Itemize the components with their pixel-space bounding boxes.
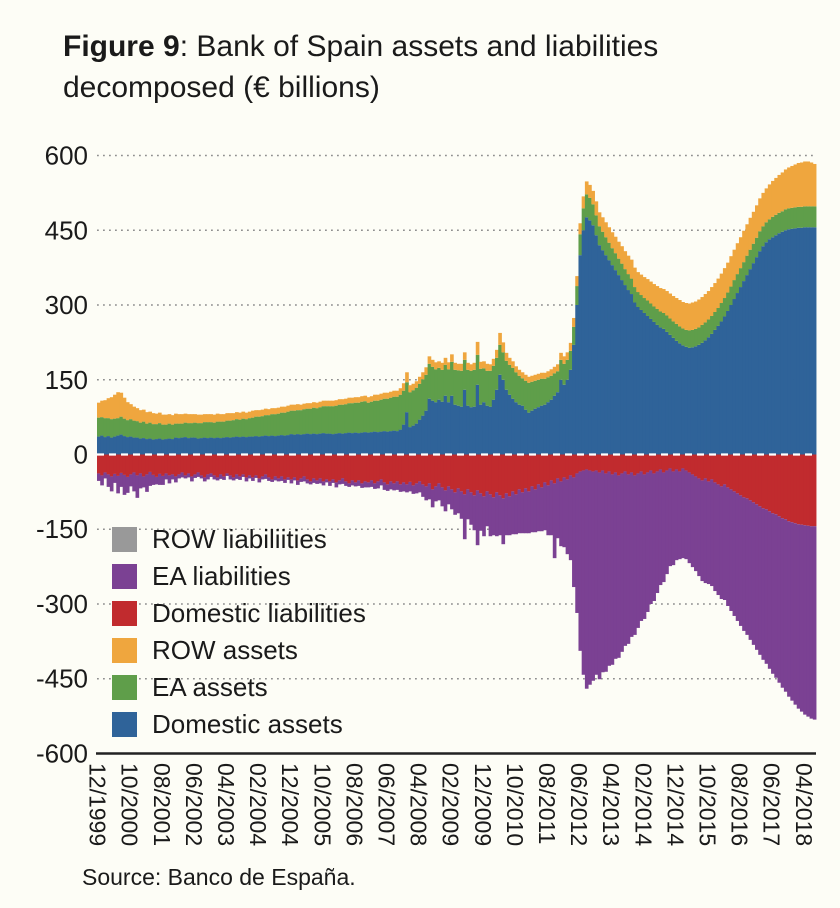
ea-liabilities-swatch-icon — [112, 564, 137, 589]
x-tick-label: 10/2015 — [695, 763, 721, 846]
y-tick-label: 600 — [45, 141, 88, 171]
x-tick-label: 06/2002 — [181, 763, 207, 846]
y-tick-label: -600 — [36, 738, 88, 768]
y-tick-label: -150 — [36, 514, 88, 544]
x-tick-label: 12/2004 — [277, 763, 303, 846]
x-tick-label: 10/2010 — [502, 763, 528, 846]
figure-title: Figure 9: Bank of Spain assets and liabi… — [63, 26, 783, 108]
y-tick-label: 450 — [45, 215, 88, 245]
legend-item-ea-assets: EA assets — [112, 672, 366, 702]
x-tick-label: 02/2009 — [438, 763, 464, 846]
legend-item-row-assets: ROW assets — [112, 635, 366, 665]
x-tick-label: 08/2006 — [341, 763, 367, 846]
legend-label: EA liabilities — [152, 561, 291, 591]
x-tick-label: 12/2009 — [470, 763, 496, 846]
legend-item-row-liabilities: ROW liabiliities — [112, 524, 366, 554]
y-tick-label: -450 — [36, 664, 88, 694]
x-tick-label: 10/2000 — [117, 763, 143, 846]
x-tick-label: 08/2001 — [149, 763, 175, 846]
x-tick-label: 12/2014 — [662, 763, 688, 846]
chart-legend: ROW liabiliities EA liabilities Domestic… — [112, 524, 366, 739]
row-liabilities-swatch-icon — [112, 527, 137, 552]
y-tick-label: 300 — [45, 290, 88, 320]
x-tick-label: 08/2011 — [534, 763, 560, 844]
row-assets-swatch-icon — [112, 638, 137, 663]
x-tick-label: 06/2007 — [374, 763, 400, 846]
x-tick-label: 08/2016 — [727, 763, 753, 846]
x-tick-label: 02/2014 — [630, 763, 656, 846]
y-tick-label: -300 — [36, 589, 88, 619]
x-tick-label: 04/2013 — [598, 763, 624, 846]
domestic-assets-swatch-icon — [112, 712, 137, 737]
figure-title-line2: decomposed (€ billions) — [63, 71, 380, 104]
figure-number: Figure 9 — [63, 30, 180, 63]
legend-item-domestic-assets: Domestic assets — [112, 709, 366, 739]
figure-title-text: : Bank of Spain assets and liabilities — [179, 30, 659, 63]
y-tick-label: 0 — [74, 440, 88, 470]
legend-item-domestic-liabilities: Domestic liabilities — [112, 598, 366, 628]
x-tick-label: 04/2008 — [406, 763, 432, 846]
x-tick-label: 04/2003 — [213, 763, 239, 846]
x-tick-label: 04/2018 — [791, 763, 817, 846]
x-tick-label: 10/2005 — [309, 763, 335, 846]
legend-label: Domestic assets — [152, 709, 343, 739]
bars — [97, 161, 817, 720]
ea-assets-swatch-icon — [112, 675, 137, 700]
domestic-liabilities-swatch-icon — [112, 601, 137, 626]
x-tick-label: 06/2012 — [566, 763, 592, 846]
legend-label: EA assets — [152, 672, 268, 702]
x-tick-label: 12/1999 — [85, 763, 111, 846]
y-tick-label: 150 — [45, 365, 88, 395]
source-note: Source: Banco de España. — [82, 864, 356, 890]
x-tick-label: 02/2004 — [245, 763, 271, 846]
legend-label: ROW assets — [152, 635, 298, 665]
x-tick-label: 06/2017 — [759, 763, 785, 846]
legend-item-ea-liabilities: EA liabilities — [112, 561, 366, 591]
legend-label: ROW liabiliities — [152, 524, 327, 554]
legend-label: Domestic liabilities — [152, 598, 366, 628]
